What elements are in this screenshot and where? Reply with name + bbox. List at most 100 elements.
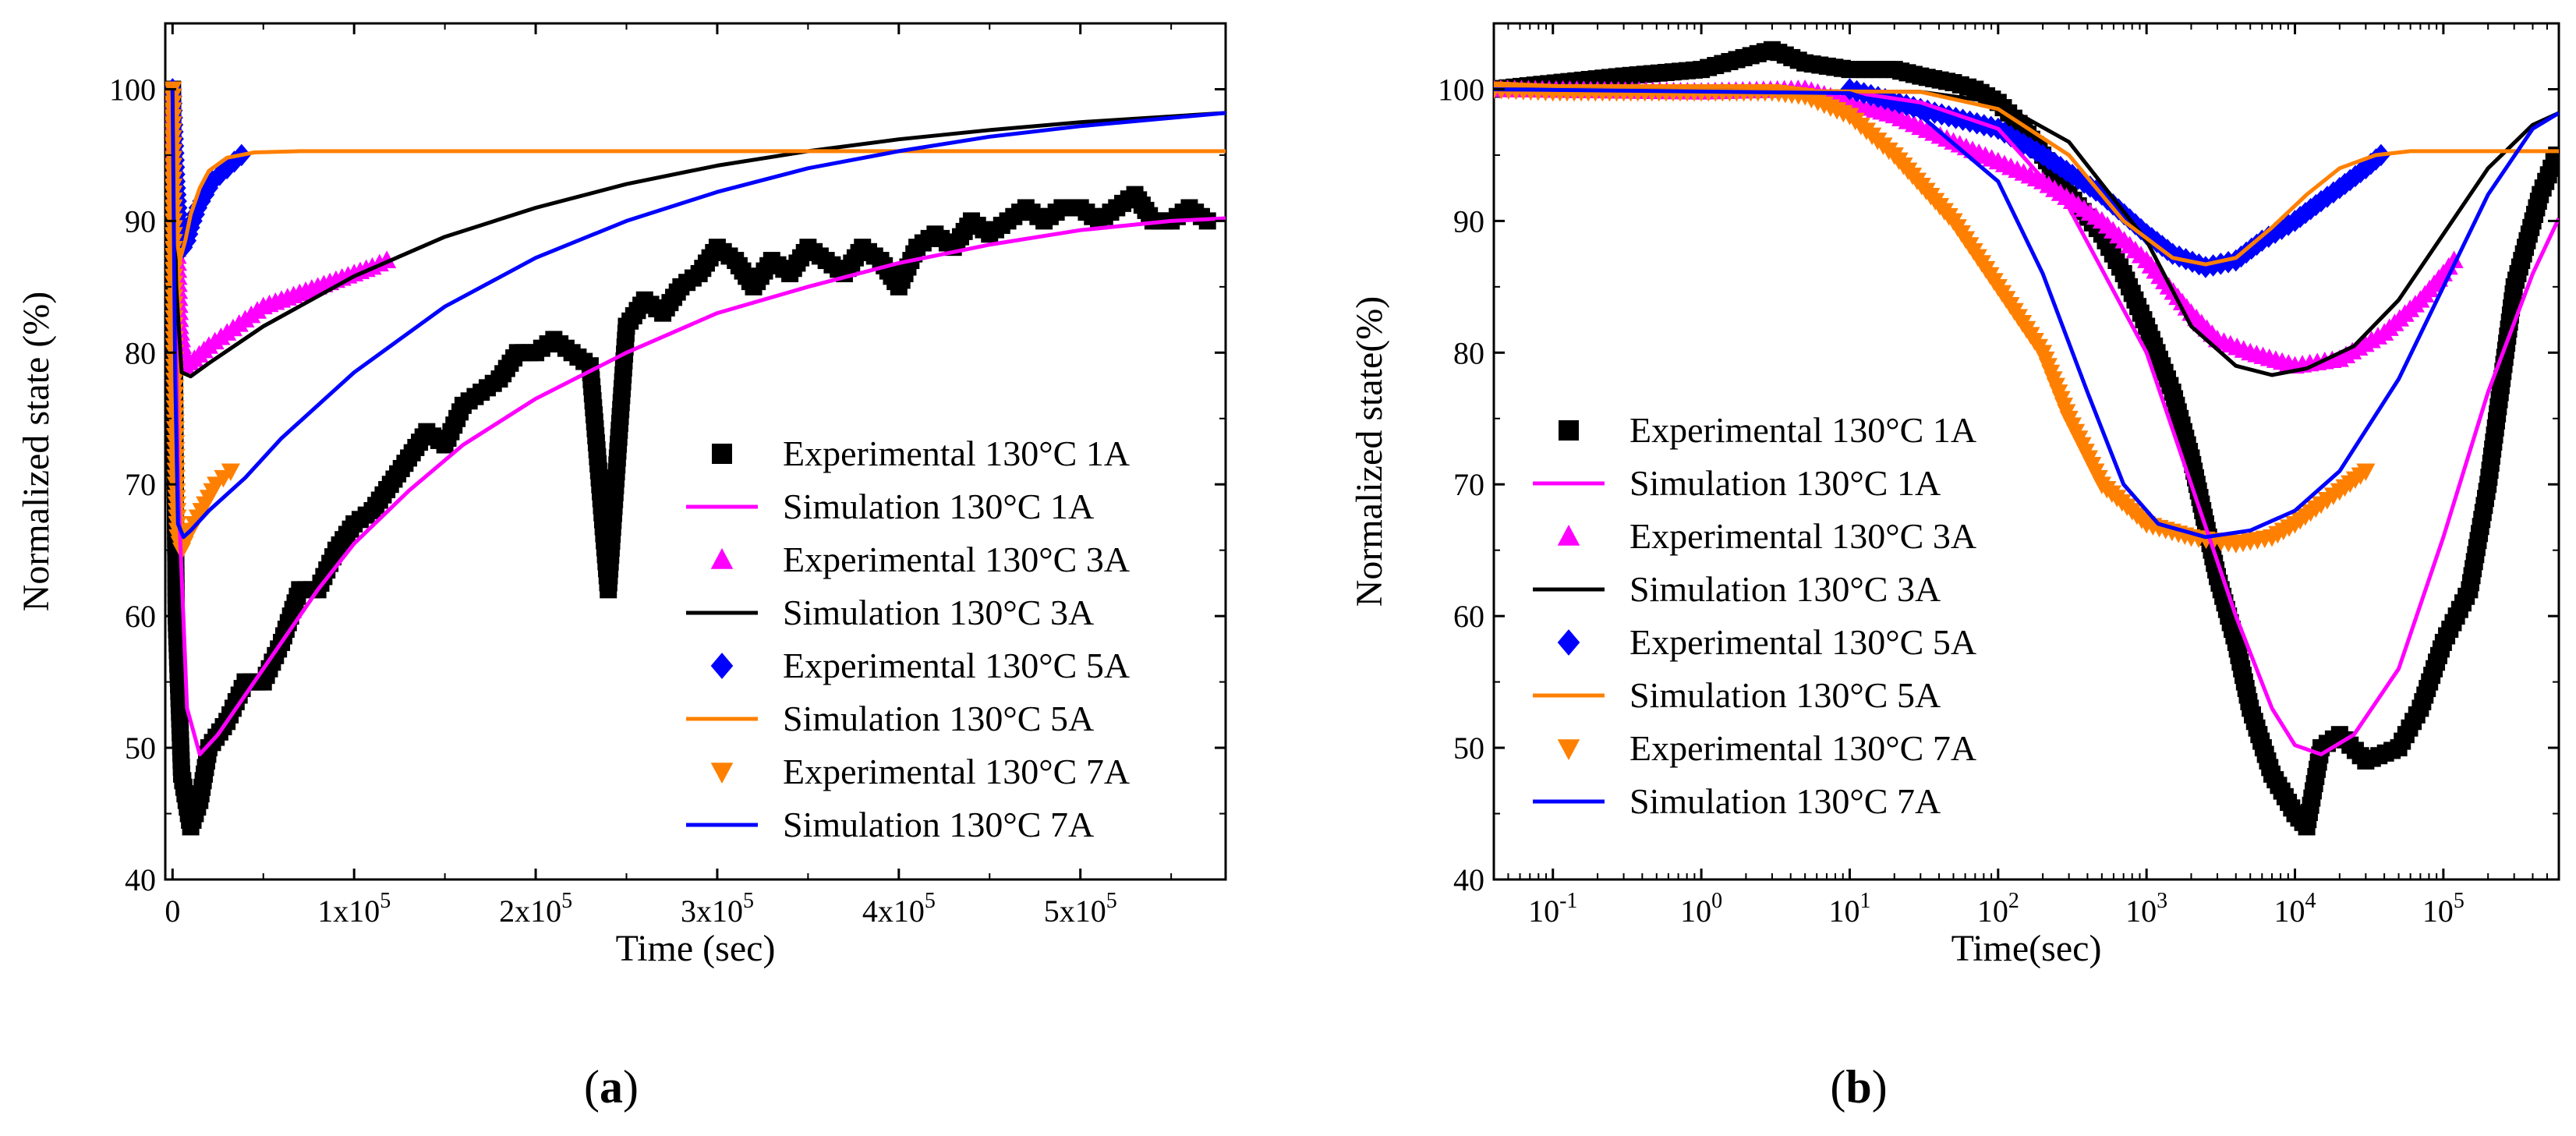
data-point — [2252, 229, 2272, 253]
legend-label: Experimental 130°C 1A — [1629, 410, 1976, 450]
legend-item: Simulation 130°C 7A — [1533, 781, 1941, 821]
legend-label: Simulation 130°C 1A — [783, 487, 1094, 526]
legend: Experimental 130°C 1A Simulation 130°C 1A… — [686, 434, 1130, 844]
series-simulation-130-c-1a — [170, 89, 1226, 756]
y-axis-title: Normalized state(%) — [1349, 296, 1390, 607]
legend-label: Simulation 130°C 1A — [1629, 463, 1941, 503]
legend-label: Simulation 130°C 5A — [1629, 675, 1941, 715]
series-line — [1494, 87, 2559, 267]
y-axis-title: Normalized state (%) — [16, 292, 57, 611]
x-tick-label: 102 — [1977, 889, 2019, 929]
y-tick-label: 80 — [125, 335, 156, 370]
series-layer — [165, 78, 1226, 836]
panel-label: (a) — [584, 1061, 639, 1113]
legend-label: Simulation 130°C 5A — [783, 699, 1094, 738]
series-simulation-130-c-7a — [170, 89, 1226, 540]
x-axis-title: Time(sec) — [1951, 928, 2102, 969]
legend-label: Experimental 130°C 7A — [1629, 728, 1976, 768]
chart-panel-b: 40 50 60 70 80 90 100 10-1 100 101 102 103 104 105 Ti… — [1349, 22, 2560, 1113]
legend-item: Simulation 130°C 3A — [686, 593, 1094, 632]
legend-item: Experimental 130°C 3A — [1557, 516, 1976, 556]
legend-item: Simulation 130°C 7A — [686, 805, 1094, 844]
legend-label: Experimental 130°C 5A — [783, 646, 1130, 685]
series-line — [1494, 87, 2559, 540]
legend-item: Simulation 130°C 5A — [1533, 675, 1941, 715]
legend-item: Simulation 130°C 1A — [1533, 463, 1941, 503]
data-point — [1994, 121, 2015, 144]
series-line — [170, 89, 1226, 756]
series-simulation-130-c-5a — [170, 89, 1226, 263]
data-point — [218, 157, 237, 180]
y-tick-label: 80 — [1453, 335, 1484, 370]
legend-item: Simulation 130°C 3A — [1533, 569, 1941, 609]
legend: Experimental 130°C 1A Simulation 130°C 1A… — [1533, 410, 1976, 821]
series-simulation-130-c-3a — [1494, 87, 2559, 377]
panel-label: (b) — [1830, 1061, 1887, 1113]
data-point — [221, 463, 240, 481]
legend-item: Experimental 130°C 1A — [712, 434, 1130, 473]
data-point — [210, 163, 229, 186]
legend-item: Simulation 130°C 1A — [686, 487, 1094, 526]
series-layer — [1494, 41, 2559, 836]
y-tick-label: 70 — [1453, 467, 1484, 502]
legend-label: Simulation 130°C 3A — [1629, 569, 1941, 609]
x-tick-label: 101 — [1828, 889, 1870, 929]
data-point — [2444, 250, 2464, 268]
legend-label: Experimental 130°C 7A — [783, 752, 1130, 791]
legend-marker-swatch — [710, 548, 734, 569]
legend-marker-swatch — [712, 444, 732, 464]
series-line — [1494, 87, 2559, 756]
y-tick-label: 90 — [125, 203, 156, 239]
legend-item: Simulation 130°C 5A — [686, 699, 1094, 738]
legend-marker-swatch — [710, 653, 734, 679]
x-tick-label: 100 — [1680, 889, 1722, 929]
y-tick-label: 60 — [125, 599, 156, 634]
legend-marker-swatch — [1559, 420, 1579, 441]
x-tick-label: 5x105 — [1044, 889, 1117, 929]
legend-label: Experimental 130°C 5A — [1629, 622, 1976, 662]
x-tick-label: 1x105 — [317, 889, 391, 929]
series-simulation-130-c-5a — [1494, 87, 2559, 267]
x-tick-label: 3x105 — [681, 889, 754, 929]
legend-label: Simulation 130°C 7A — [1629, 781, 1941, 821]
data-point — [2356, 463, 2376, 481]
x-tick-label: 2x105 — [499, 889, 572, 929]
legend-marker-swatch — [1557, 525, 1580, 546]
data-point — [203, 170, 222, 193]
y-tick-label: 50 — [125, 731, 156, 766]
series-simulation-130-c-3a — [170, 89, 1226, 379]
ticks-layer: 40 50 60 70 80 90 100 0 1x105 2x105 3x105 4x105 5x10… — [109, 23, 1226, 929]
plot-frame — [164, 22, 1227, 881]
y-tick-label: 60 — [1453, 599, 1484, 634]
legend-marker-swatch — [1557, 739, 1580, 760]
ticks-layer: 40 50 60 70 80 90 100 10-1 100 101 102 103 104 105 — [1438, 23, 2559, 929]
legend-item: Experimental 130°C 1A — [1559, 410, 1976, 450]
y-tick-label: 40 — [125, 862, 156, 897]
x-tick-label: 105 — [2422, 889, 2465, 929]
y-tick-label: 100 — [109, 72, 156, 107]
y-tick-label: 50 — [1453, 731, 1484, 766]
y-tick-label: 100 — [1438, 72, 1484, 107]
legend-item: Experimental 130°C 5A — [710, 646, 1130, 685]
data-point — [2323, 181, 2343, 204]
series-line — [170, 89, 1226, 540]
plot-frame — [1492, 22, 2560, 881]
legend-item: Experimental 130°C 5A — [1557, 622, 1976, 662]
series-simulation-130-c-1a — [1494, 87, 2559, 756]
x-axis-title: Time (sec) — [616, 928, 776, 969]
legend-item: Experimental 130°C 7A — [710, 752, 1130, 791]
data-point — [2259, 225, 2278, 248]
y-tick-label: 70 — [125, 467, 156, 502]
x-tick-label: 4x105 — [862, 889, 936, 929]
chart-panel-a: 40 50 60 70 80 90 100 0 1x105 2x105 3x105 4x105 5x10… — [16, 22, 1227, 1113]
legend-item: Experimental 130°C 7A — [1557, 728, 1976, 768]
y-tick-label: 40 — [1453, 862, 1484, 897]
x-tick-label: 10-1 — [1528, 889, 1577, 929]
y-tick-label: 90 — [1453, 203, 1484, 239]
data-point — [2317, 186, 2337, 208]
series-line — [170, 89, 1226, 263]
legend-item: Experimental 130°C 3A — [710, 540, 1130, 579]
series-line — [170, 89, 1226, 379]
series-simulation-130-c-7a — [1494, 87, 2559, 540]
